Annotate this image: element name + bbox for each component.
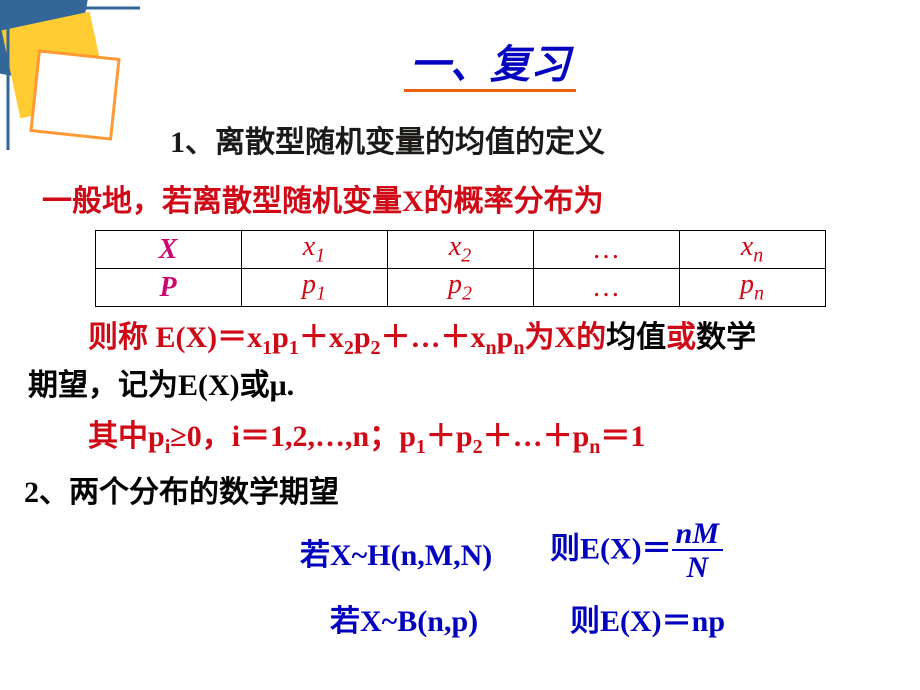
distribution-table: X x1x1 x2 … xn P p1 p2 … pn	[95, 230, 826, 307]
table-cell: X	[95, 231, 241, 269]
table-cell: …	[533, 231, 679, 269]
heading-2: 2、两个分布的数学期望	[24, 470, 920, 515]
hyp-left: 若X~H(n,M,N)	[300, 530, 550, 574]
binomial-row: 若X~B(n,p) 则E(X)＝np	[330, 596, 920, 640]
table-cell: x1x1	[241, 231, 387, 269]
condition-line: 其中pi≥0，i＝1,2,…,n；p1＋p2＋…＋pn＝1	[88, 414, 920, 462]
page-title: 一、复习	[60, 0, 920, 90]
table-cell: p1	[241, 269, 387, 307]
title-text: 一、复习	[404, 42, 576, 92]
hypergeometric-row: 若X~H(n,M,N) 则E(X)＝nMN	[300, 519, 920, 584]
bin-left: 若X~B(n,p)	[330, 596, 570, 640]
content-area: 1、离散型随机变量的均值的定义 一般地，若离散型随机变量X的概率分布为 X x1…	[0, 120, 920, 640]
table-cell: p2	[387, 269, 533, 307]
heading-1: 1、离散型随机变量的均值的定义	[170, 120, 920, 165]
table-cell: x2	[387, 231, 533, 269]
def-exp: 数学	[696, 321, 756, 354]
intro-line: 一般地，若离散型随机变量X的概率分布为	[42, 179, 920, 224]
def-or: 或	[666, 321, 696, 354]
def-text: 则称 E(X)＝x1p1＋x2p2＋…＋xnpn为X的	[88, 321, 606, 354]
table-row: P p1 p2 … pn	[95, 269, 825, 307]
def-mean: 均值	[606, 321, 666, 354]
table-cell: P	[95, 269, 241, 307]
table-cell: …	[533, 269, 679, 307]
bin-right: 则E(X)＝np	[570, 596, 725, 640]
hyp-right: 则E(X)＝nMN	[550, 519, 723, 584]
definition-line-2: 期望，记为E(X)或μ.	[28, 363, 920, 408]
table-cell: xn	[679, 231, 825, 269]
definition-line: 则称 E(X)＝x1p1＋x2p2＋…＋xnpn为X的均值或数学	[88, 315, 898, 363]
table-row: X x1x1 x2 … xn	[95, 231, 825, 269]
table-cell: pn	[679, 269, 825, 307]
